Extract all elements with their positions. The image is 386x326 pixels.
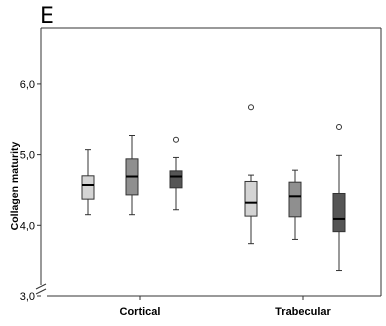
panel-letter: E: [40, 4, 54, 29]
outlier-point: [248, 104, 254, 111]
y-tick-label: 3,0: [20, 291, 35, 303]
box-iqr: [244, 180, 258, 217]
y-tick-label: 4,0: [20, 220, 35, 232]
box-iqr: [332, 192, 346, 233]
axis-break-mark: [35, 288, 47, 295]
box-iqr: [81, 175, 95, 200]
x-tick-label: Trabecular: [275, 306, 331, 318]
box-trabecular-3: [332, 124, 346, 272]
box-cortical-3: [169, 136, 183, 211]
axis-break-mark: [35, 283, 47, 290]
box-trabecular-2: [288, 169, 302, 240]
y-tick-label: 6,0: [20, 79, 35, 91]
y-axis: 3,0 4,0 5,0 6,0: [20, 79, 41, 303]
y-axis-label: Collagen maturity: [9, 142, 21, 231]
outlier-point: [173, 136, 179, 143]
box-trabecular-1: [244, 104, 258, 245]
box-series: [81, 104, 346, 272]
box-iqr: [288, 181, 302, 218]
outlier-point: [336, 124, 342, 131]
plot-frame: [35, 27, 382, 297]
box-cortical-1: [81, 149, 95, 216]
y-tick-label: 5,0: [20, 150, 35, 162]
box-iqr: [169, 170, 183, 189]
x-tick-label: Cortical: [120, 306, 161, 318]
box-cortical-2: [125, 135, 139, 216]
x-axis: Cortical Trabecular: [120, 296, 332, 318]
